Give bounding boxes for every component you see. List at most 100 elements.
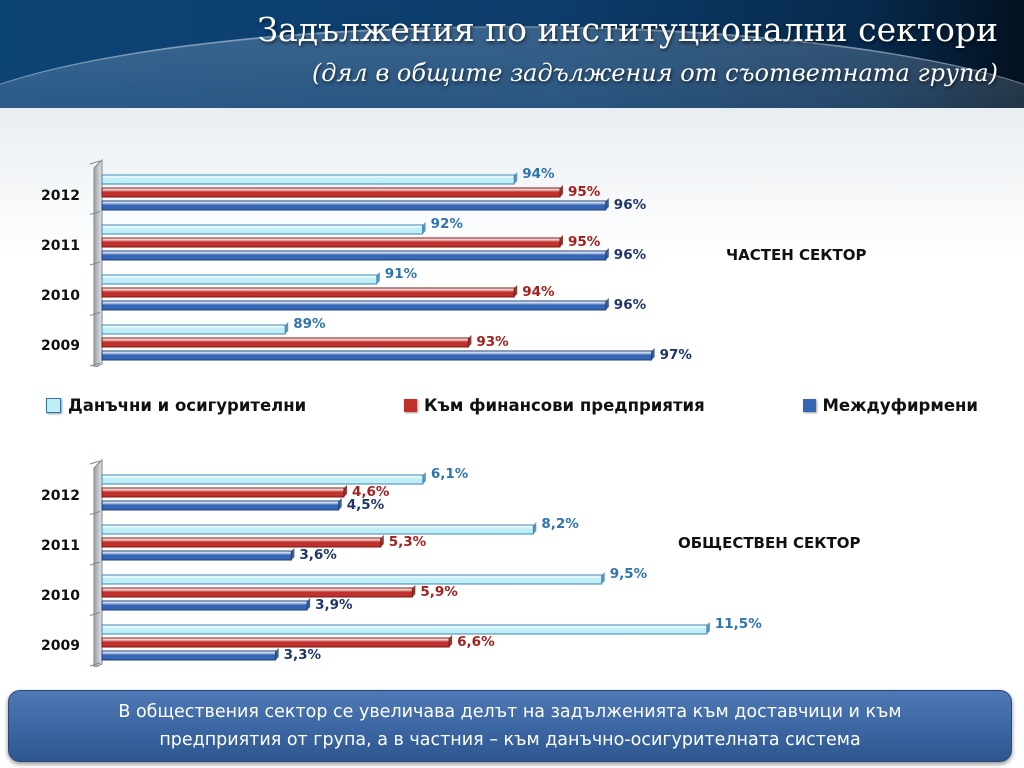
slide-subtitle: (дял в общите задължения от съответната …: [311, 59, 998, 87]
year-label-2012: 2012: [41, 488, 80, 504]
conclusion-line-2: предприятия от група, а в частния – към …: [159, 730, 861, 750]
legend-item-financial: Към финансови предприятия: [404, 396, 705, 415]
value-label-financial-2010: 5,9%: [420, 584, 458, 600]
chart-legend: Данъчни и осигурителни Към финансови пре…: [46, 396, 978, 415]
bar-cap-financial-2012: [560, 185, 563, 197]
value-label-interfirm-2009: 3,3%: [284, 647, 322, 663]
bar-cap-interfirm-2012: [605, 198, 609, 210]
year-label-2011: 2011: [41, 238, 80, 254]
bar-interfirm-2012: [101, 500, 340, 511]
year-label-2009: 2009: [41, 338, 80, 354]
private-sector-chart: 2012 94% 95% 96% 2011 92% 95% 96% 2010 91% 94% 96% 2…: [41, 158, 867, 367]
axis-tick: [89, 312, 101, 316]
year-label-2010: 2010: [41, 588, 80, 604]
year-label-2009: 2009: [41, 638, 80, 654]
legend-swatch-financial: [404, 399, 418, 412]
conclusion-box: В обществения сектор се увеличава делът …: [8, 690, 1012, 762]
axis-tick: [89, 511, 101, 515]
value-label-tax-2009: 89%: [293, 316, 326, 332]
bar-cap-financial-2009: [449, 635, 453, 647]
axis-tick: [89, 561, 101, 566]
legend-item-interfirm: Междуфирмени: [802, 396, 979, 415]
value-label-tax-2009: 11,5%: [715, 616, 762, 632]
year-label-2011: 2011: [41, 538, 80, 554]
axis-tick: [89, 211, 101, 215]
bar-tax-2011: [101, 224, 424, 235]
bar-cap-interfirm-2010: [605, 298, 609, 310]
legend-swatch-interfirm: [802, 399, 816, 412]
value-label-tax-2012: 94%: [522, 166, 555, 182]
value-label-tax-2011: 92%: [431, 216, 464, 232]
axis-tick: [89, 460, 101, 465]
bar-cap-financial-2010: [514, 285, 518, 297]
bar-financial-2012: [101, 487, 345, 498]
bar-tax-2012: [101, 174, 515, 185]
value-label-interfirm-2012: 96%: [614, 197, 647, 213]
legend-label-interfirm: Междуфирмени: [822, 396, 979, 415]
value-label-financial-2012: 4,6%: [352, 484, 390, 500]
value-label-interfirm-2012: 4,5%: [347, 497, 385, 513]
value-label-interfirm-2011: 3,6%: [299, 547, 337, 563]
legend-swatch-tax: [46, 398, 61, 413]
bar-cap-financial-2012: [343, 485, 347, 497]
bar-financial-2010: [101, 587, 413, 598]
bar-cap-tax-2012: [514, 172, 518, 184]
bar-financial-2011: [101, 237, 561, 248]
bar-cap-interfirm-2009: [275, 648, 279, 660]
public-sector-chart: 2012 6,1% 4,6%4,5% 2011 8,2% 5,3% 3,6% 2010 9,5%…: [41, 458, 861, 667]
slide-header: Задължения по институционални сектори (д…: [0, 0, 1024, 108]
bar-cap-interfirm-2011: [291, 548, 295, 560]
bar-cap-interfirm-2009: [651, 348, 655, 360]
bar-financial-2009: [101, 637, 450, 648]
bar-cap-interfirm-2010: [307, 598, 311, 610]
year-label-2010: 2010: [41, 288, 80, 304]
bar-interfirm-2010: [101, 600, 308, 611]
bar-cap-financial-2009: [468, 335, 472, 347]
axis-tick: [89, 362, 101, 367]
bar-interfirm-2011: [101, 250, 607, 261]
value-label-tax-2010: 91%: [385, 266, 418, 282]
bar-financial-2011: [101, 537, 382, 548]
legend-label-tax: Данъчни и осигурителни: [68, 396, 307, 415]
value-label-interfirm-2010: 96%: [614, 297, 647, 313]
axis-tick: [89, 261, 101, 266]
bar-interfirm-2009: [101, 650, 277, 661]
bar-cap-financial-2010: [412, 585, 416, 597]
axis-tick: [89, 662, 101, 667]
sector-label: ОБЩЕСТВЕН СЕКТОР: [678, 534, 861, 552]
bar-tax-2009: [101, 624, 708, 635]
axis-tick: [89, 612, 101, 616]
value-label-financial-2009: 93%: [476, 334, 509, 350]
bar-interfirm-2011: [101, 550, 292, 561]
year-label-2012: 2012: [41, 188, 80, 204]
value-label-interfirm-2009: 97%: [660, 347, 693, 363]
bar-cap-interfirm-2012: [338, 498, 342, 510]
legend-item-tax: Данъчни и осигурителни: [46, 396, 306, 415]
bar-tax-2012: [101, 474, 424, 485]
bar-cap-financial-2011: [380, 535, 384, 547]
value-label-tax-2012: 6,1%: [431, 466, 469, 482]
bar-tax-2011: [101, 524, 534, 535]
bar-financial-2012: [101, 187, 561, 198]
conclusion-line-1: В обществения сектор се увеличава делът …: [118, 702, 902, 722]
legend-label-financial: Към финансови предприятия: [424, 396, 705, 415]
sector-label: ЧАСТЕН СЕКТОР: [726, 246, 867, 264]
bar-cap-interfirm-2011: [605, 248, 609, 260]
bar-cap-tax-2010: [376, 272, 380, 284]
bar-cap-financial-2011: [560, 235, 563, 247]
value-label-tax-2011: 8,2%: [541, 516, 579, 532]
bar-interfirm-2012: [101, 200, 607, 211]
value-label-financial-2012: 95%: [568, 184, 601, 200]
bar-cap-tax-2011: [422, 222, 426, 234]
axis-tick: [89, 160, 101, 165]
bar-cap-tax-2011: [533, 522, 537, 534]
bar-cap-tax-2010: [601, 572, 605, 584]
bar-tax-2009: [101, 324, 286, 335]
value-label-financial-2010: 94%: [522, 284, 555, 300]
bar-cap-tax-2012: [422, 472, 426, 484]
bar-financial-2010: [101, 287, 515, 298]
bar-cap-tax-2009: [285, 322, 289, 334]
slide-title: Задължения по институционални сектори: [257, 10, 998, 49]
value-label-financial-2011: 95%: [568, 234, 601, 250]
bar-tax-2010: [101, 574, 603, 585]
